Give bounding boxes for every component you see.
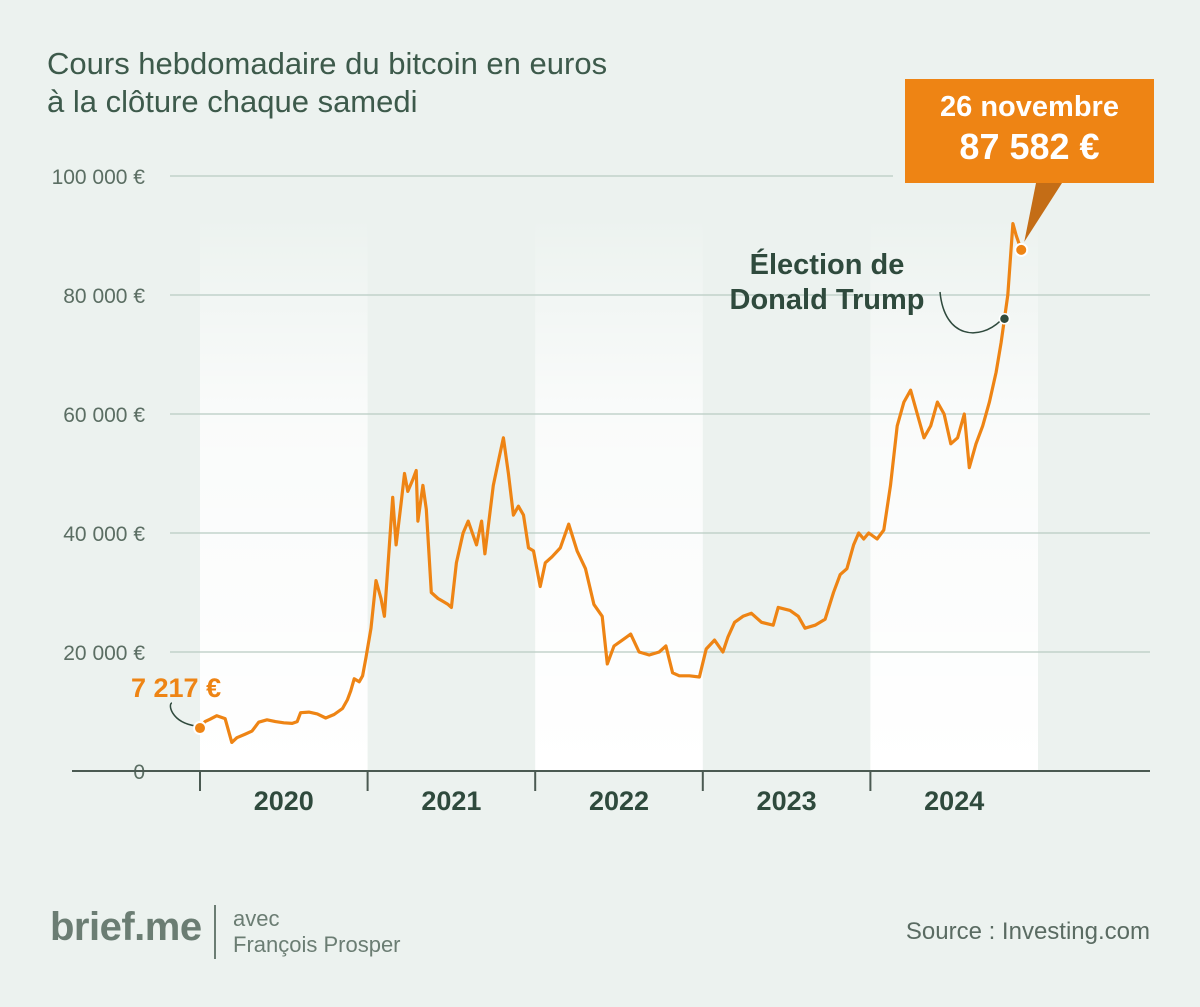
x-axis: 2020 2021 2022 2023 2024 [72, 770, 1150, 816]
source-credit: Source : Investing.com [905, 918, 1150, 945]
y-tick-label: 100 000 € [52, 166, 146, 189]
year-band [535, 215, 703, 771]
x-tick-label: 2024 [924, 786, 984, 816]
callout-tail [1024, 183, 1062, 242]
chart-title-line-1: Cours hebdomadaire du bitcoin en euros [47, 46, 608, 81]
latest-value-callout: 26 novembre 87 582 € [905, 79, 1154, 183]
y-tick-label: 0 [133, 761, 145, 784]
year-bands [200, 215, 1038, 771]
y-axis-ticks: 0 20 000 € 40 000 € 60 000 € 80 000 € 100 000… [52, 166, 146, 784]
start-value-label: 7 217 € [131, 673, 222, 703]
y-tick-label: 80 000 € [63, 285, 145, 308]
author-name: François Prosper [233, 932, 401, 957]
x-tick-label: 2020 [254, 786, 314, 816]
election-connector [939, 291, 1001, 334]
x-tick-label: 2022 [589, 786, 649, 816]
x-tick-label: 2023 [757, 786, 817, 816]
y-tick-label: 40 000 € [63, 523, 145, 546]
author-credit: avec François Prosper [233, 906, 401, 958]
x-tick-label: 2021 [421, 786, 481, 816]
annotation-markers [193, 242, 1029, 736]
y-tick-label: 20 000 € [63, 642, 145, 665]
brand-logo: brief.me [50, 905, 202, 949]
election-annotation-line-1: Élection de [749, 249, 905, 281]
chart-title: Cours hebdomadaire du bitcoin en euros à… [47, 45, 607, 121]
start-marker [193, 721, 207, 736]
last-value-marker [1014, 242, 1029, 257]
callout-date: 26 novembre [940, 91, 1119, 123]
election-marker [998, 313, 1011, 325]
year-band [200, 215, 368, 771]
election-annotation-line-2: Donald Trump [729, 284, 925, 316]
year-band [870, 215, 1038, 771]
price-line [198, 222, 1023, 744]
start-connector [169, 702, 197, 727]
chart-title-line-2: à la clôture chaque samedi [47, 84, 418, 119]
y-tick-label: 60 000 € [63, 404, 145, 427]
callout-value: 87 582 € [959, 126, 1100, 167]
price-series [198, 222, 1023, 744]
author-credit-prefix: avec [233, 906, 280, 931]
footer-divider [214, 905, 216, 959]
annotation-connectors [169, 183, 1062, 727]
election-annotation: Élection de Donald Trump [718, 248, 936, 318]
